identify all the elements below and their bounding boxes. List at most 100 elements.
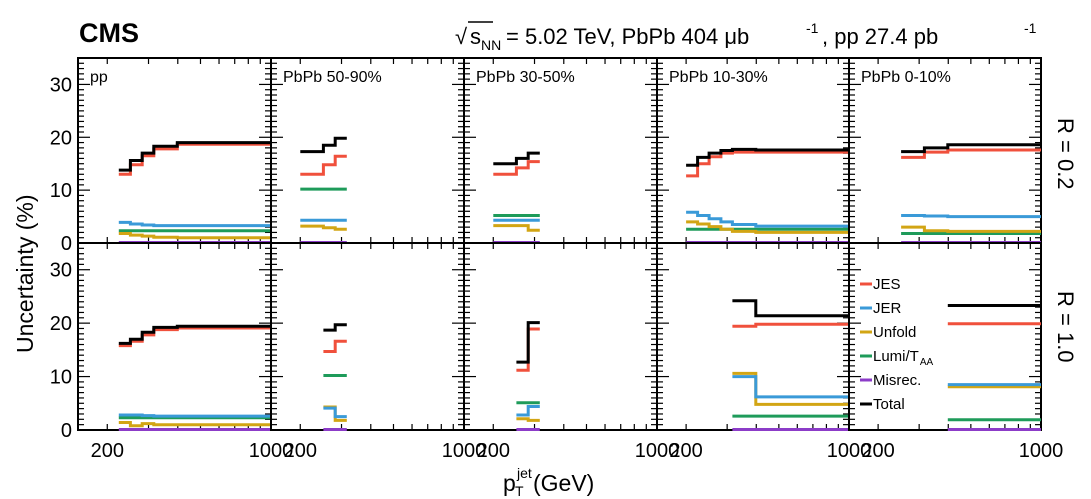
series-total-line [118,141,271,172]
legend-label: Unfold [873,324,916,341]
legend-item-lumitaa: Lumi/T AA [860,348,934,368]
series-jes-line [323,339,347,353]
series-jer-line [732,375,849,399]
series-unfold-line [686,220,849,234]
energy-text: = 5.02 TeV, PbPb 404 μb [506,24,749,49]
y-tick-labels: 0 10 20 30 0 10 20 30 [50,74,72,442]
series-jer-line [516,405,540,417]
series-total-line [323,323,347,332]
panel-r1-c4 [848,242,1042,431]
y-tick-label: 30 [50,260,72,282]
series-jes-line [732,322,849,328]
panel-label-1: PbPb 50-90% [283,69,382,86]
panel-r0-c0: pp [77,57,272,244]
x-axis-title: p jet T (GeV) [503,465,594,499]
legend-item-unfold: Unfold [860,324,916,341]
s-subscript: NN [481,37,501,53]
series-unfold-line [118,421,271,428]
legend-label: JER [873,300,902,317]
series-jes-line [300,154,347,176]
legend-label: Misrec. [873,372,921,389]
y-tick-label: 30 [50,74,72,96]
panel-frame [848,242,1042,431]
series-unfold-line [493,224,540,232]
panel-r0-c1: PbPb 50-90% [270,57,465,244]
y-tick-label: 20 [50,313,72,335]
legend: JES JER Unfold Lumi/T AA Misrec. Total [860,276,934,413]
panel-r0-c2: PbPb 30-50% [463,57,658,244]
x-tick-label: 1000 [1019,440,1064,462]
series-total-line [516,321,540,364]
header-text: √ s NN = 5.02 TeV, PbPb 404 μb -1 , pp 2… [455,20,1037,53]
series-total-line [686,147,849,167]
series-unfold-line [300,224,347,231]
series-jes-line [493,160,540,176]
x-axis-title-p: p [503,470,516,496]
panel-r1-c3 [656,242,850,431]
series-total-line [300,136,347,154]
energy-sup: -1 [806,20,819,36]
panel-frame [270,242,465,431]
panel-r1-c1 [270,242,465,431]
legend-item-total: Total [860,396,905,413]
panel-grid: pp PbPb 50-90% PbPb 30-50% PbPb 10-30% PbPb … [77,57,1042,431]
y-tick-label: 10 [50,180,72,202]
panel-r0-c4: PbPb 0-10% [848,57,1042,244]
x-axis-title-unit: (GeV) [533,470,594,496]
x-tick-label: 1000 [635,440,680,462]
series-total-line [493,151,540,166]
x-tick-label: 1000 [442,440,487,462]
series-jes-line [901,148,1041,159]
series-unfold-line [516,417,540,422]
x-tick-label: 1000 [249,440,294,462]
legend-item-jer: JER [860,300,902,317]
panel-r0-c3: PbPb 10-30% [656,57,850,244]
y-axis-title: Uncertainty (%) [12,195,38,353]
legend-label-sub: AA [920,357,934,368]
series-total-line [732,299,849,318]
experiment-label: CMS [79,18,139,48]
legend-item-misrec: Misrec. [860,372,921,389]
series-jer-line [686,210,849,228]
x-tick-label: 200 [861,440,894,462]
x-tick-label: 200 [669,440,702,462]
series-jer-line [323,406,347,419]
series-jer-line [118,220,271,228]
x-tick-label: 200 [477,440,510,462]
panel-r1-c0 [77,242,272,431]
x-tick-label: 200 [284,440,317,462]
x-tick-label: 200 [91,440,124,462]
x-axis-title-sup: jet [516,465,532,481]
legend-item-jes: JES [860,276,901,293]
y-tick-label: 0 [61,233,72,255]
row-label-r10: R = 1.0 [1053,291,1078,363]
legend-label: Lumi/T [873,348,919,365]
panel-frame [77,242,272,431]
s-symbol: s [470,24,481,49]
panel-label-2: PbPb 30-50% [476,69,575,86]
sqrt-symbol: √ [455,24,468,49]
series-total-line [901,143,1041,154]
series-jer-line [901,214,1041,219]
panel-frame [656,242,850,431]
series-total-line [118,324,271,345]
series-jes-line [686,150,849,178]
panel-frame [463,242,658,431]
legend-label: Total [873,396,905,413]
x-axis-title-sub: T [515,483,524,499]
legend-label: JES [873,276,901,293]
x-tick-label: 1000 [827,440,872,462]
series-jer-line [118,413,271,418]
panel-r1-c2 [463,242,658,431]
series-unfold-line [118,232,271,240]
pp-lumi-text: , pp 27.4 pb [822,24,938,49]
row-label-r02: R = 0.2 [1053,118,1078,190]
panel-label-4: PbPb 0-10% [861,69,951,86]
y-tick-label: 10 [50,367,72,389]
series-unfold-line [901,225,1041,233]
y-tick-label: 0 [61,420,72,442]
panel-label-0: pp [90,69,108,86]
y-tick-label: 20 [50,127,72,149]
